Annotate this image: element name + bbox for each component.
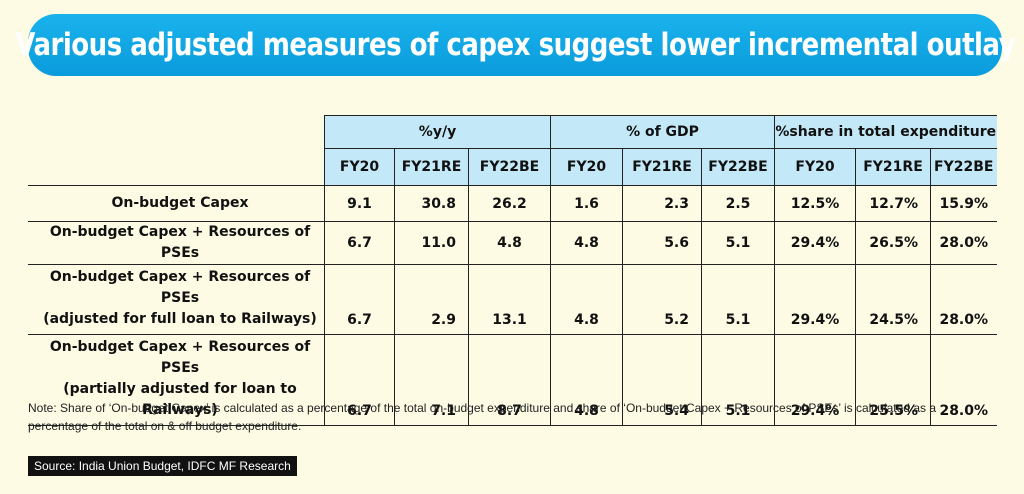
- table-cell: 28.0%: [930, 334, 997, 426]
- table-row: On-budget Capex + Resources of PSEs (adju…: [28, 264, 997, 335]
- column-header: FY22BE: [701, 148, 775, 186]
- table-cell: 15.9%: [930, 185, 997, 222]
- column-header: FY21RE: [394, 148, 469, 186]
- source-label: Source: India Union Budget, IDFC MF Rese…: [28, 456, 297, 476]
- row-label: On-budget Capex: [28, 185, 325, 222]
- table-cell: 13.1: [468, 264, 551, 335]
- table-cell: 30.8: [394, 185, 469, 222]
- footnote: Note: Share of ‘On-budget Capex’ is calc…: [28, 401, 936, 433]
- table-cell: 29.4%: [774, 221, 856, 265]
- table-cell: 2.9: [394, 264, 469, 335]
- table-cell: 4.8: [550, 221, 623, 265]
- row-label-line: On-budget Capex: [111, 195, 249, 211]
- table-cell: 28.0%: [930, 264, 997, 335]
- table-cell: 6.7: [324, 264, 395, 335]
- capex-table: %y/y % of GDP %share in total expenditur…: [28, 115, 997, 426]
- corner-cell: [28, 116, 325, 149]
- table-cell: 28.0%: [930, 221, 997, 265]
- table-cell: 2.5: [701, 185, 775, 222]
- table-cell: 8.7: [468, 334, 551, 426]
- table-row: On-budget Capex 9.1 30.8 26.2 1.6 2.3 2.5 12.5%…: [28, 185, 997, 222]
- row-label-line: On-budget Capex + Resources of PSEs: [49, 269, 311, 306]
- table-cell: 29.4%: [774, 264, 856, 335]
- column-header: FY20: [324, 148, 395, 186]
- table-cell: 5.2: [622, 264, 702, 335]
- column-header: FY22BE: [468, 148, 551, 186]
- table-cell: 4.8: [550, 334, 623, 426]
- table-cell: 5.1: [701, 334, 775, 426]
- table-cell: 25.5%: [855, 334, 931, 426]
- row-label: On-budget Capex + Resources of PSEs: [28, 221, 325, 265]
- group-header-yoy: %y/y: [324, 115, 551, 149]
- row-label-line: On-budget Capex + Resources of PSEs: [49, 224, 311, 261]
- row-label: On-budget Capex + Resources of PSEs (part…: [28, 334, 325, 426]
- table-cell: 26.2: [468, 185, 551, 222]
- table-cell: 1.6: [550, 185, 623, 222]
- column-header: FY22BE: [930, 148, 997, 186]
- table-cell: 4.8: [468, 221, 551, 265]
- table-cell: 5.1: [701, 221, 775, 265]
- table-cell: 5.1: [701, 264, 775, 335]
- table-cell: 5.6: [622, 221, 702, 265]
- column-header: FY20: [550, 148, 623, 186]
- column-header: FY21RE: [855, 148, 931, 186]
- title-banner: Various adjusted measures of capex sugge…: [15, 14, 1015, 76]
- row-label-line: (adjusted for full loan to Railways): [43, 311, 317, 327]
- corner-cell: [28, 149, 325, 186]
- row-label-line: On-budget Capex + Resources of PSEs: [49, 339, 311, 376]
- table-cell: 7.1: [394, 334, 469, 426]
- group-header-share: %share in total expenditure: [774, 115, 997, 149]
- row-label-line: (partially adjusted for loan to Railways…: [63, 381, 297, 418]
- table-cell: 12.5%: [774, 185, 856, 222]
- table-cell: 6.7: [324, 221, 395, 265]
- table-cell: 9.1: [324, 185, 395, 222]
- table-cell: 6.7: [324, 334, 395, 426]
- group-header-gdp: % of GDP: [550, 115, 775, 149]
- table-cell: 2.3: [622, 185, 702, 222]
- chart-title: Various adjusted measures of capex sugge…: [15, 27, 1015, 63]
- table-cell: 12.7%: [855, 185, 931, 222]
- table-row: On-budget Capex + Resources of PSEs (part…: [28, 334, 997, 426]
- table-cell: 29.4%: [774, 334, 856, 426]
- table-cell: 24.5%: [855, 264, 931, 335]
- table-cell: 5.4: [622, 334, 702, 426]
- table-cell: 4.8: [550, 264, 623, 335]
- table-cell: 26.5%: [855, 221, 931, 265]
- table-row: On-budget Capex + Resources of PSEs 6.7 11…: [28, 221, 997, 265]
- row-label: On-budget Capex + Resources of PSEs (adju…: [28, 264, 325, 335]
- table-cell: 11.0: [394, 221, 469, 265]
- column-header: FY20: [774, 148, 856, 186]
- column-header: FY21RE: [622, 148, 702, 186]
